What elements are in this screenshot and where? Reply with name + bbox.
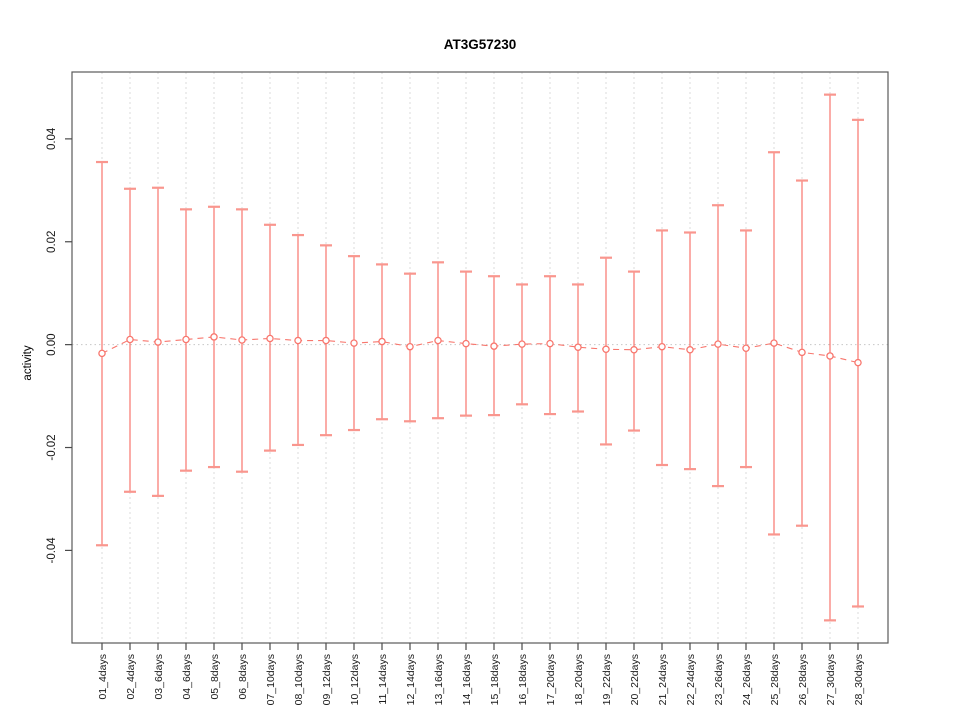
plot-frame [71,71,889,644]
x-tick-label: 02_4days [125,654,137,700]
data-point [574,343,582,351]
x-tick-label: 07_10days [265,654,277,705]
data-point [770,339,778,347]
data-point [490,342,498,350]
x-tick-label: 16_18days [517,654,529,705]
x-tick-label: 15_18days [489,654,501,705]
data-point [658,342,666,351]
x-tick-label: 21_24days [657,654,669,705]
x-tick-label: 11_14days [377,654,389,705]
x-tick-label: 06_8days [237,654,249,700]
data-point [518,340,526,348]
data-point [182,335,190,344]
chart-title: AT3G57230 [443,37,517,52]
data-point [854,358,862,367]
x-tick-label: 22_24days [685,654,697,705]
x-tick-label: 04_6days [181,654,193,700]
x-tick-label: 05_8days [209,654,221,700]
x-tick-label: 12_14days [405,654,417,705]
data-point [154,338,162,346]
data-point [126,335,134,344]
x-tick-label: 26_28days [797,654,809,705]
data-point [322,336,330,345]
y-tick-label: -0.02 [46,434,58,460]
data-point [378,337,386,346]
x-tick-label: 01_4days [97,654,109,700]
data-point [266,334,274,343]
x-tick-label: 28_30days [853,654,865,705]
y-tick-label: -0.04 [46,537,58,564]
data-point [434,336,442,345]
x-tick-label: 14_16days [461,654,473,705]
data-point [742,344,750,352]
data-point [98,349,106,358]
y-tick-label: 0.00 [46,333,58,355]
x-tick-label: 10_12days [349,654,361,705]
x-tick-label: 25_28days [769,654,781,705]
data-point [238,336,246,344]
x-tick-label: 18_20days [573,654,585,705]
data-point [798,348,806,357]
data-point [210,333,218,341]
x-tick-label: 27_30days [825,654,837,705]
data-point [602,345,610,354]
data-point [546,339,554,348]
x-tick-label: 24_26days [741,654,753,705]
data-point [406,342,414,351]
x-tick-label: 03_6days [153,654,165,700]
data-point [462,339,470,348]
x-tick-label: 09_12days [321,654,333,705]
data-point [294,336,302,345]
data-point [714,340,722,348]
data-point [686,346,694,354]
data-point [350,339,358,347]
y-tick-label: 0.02 [46,231,58,253]
x-tick-label: 23_26days [713,654,725,705]
x-tick-label: 17_20days [545,654,557,705]
data-point [826,352,834,360]
x-tick-label: 08_10days [293,654,305,705]
x-tick-label: 20_22days [629,654,641,705]
y-tick-label: 0.04 [46,127,58,150]
x-tick-label: 19_22days [601,654,613,705]
x-tick-label: 13_16days [433,654,445,705]
data-point [630,346,638,354]
